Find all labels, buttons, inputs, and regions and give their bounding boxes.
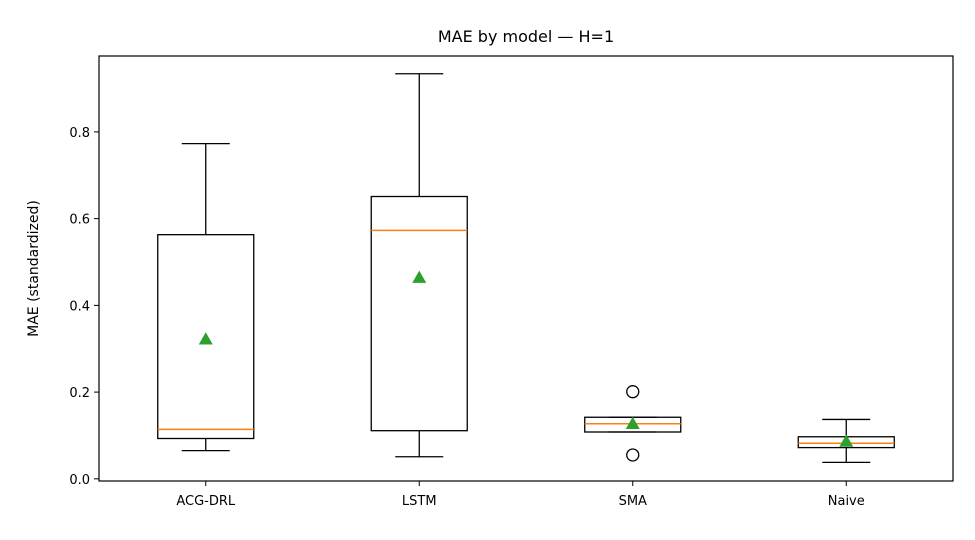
y-tick-label: 0.0 [69,473,90,488]
plot-frame [98,55,954,482]
mean-marker [625,416,640,430]
x-tick-label: LSTM [402,494,437,509]
outlier-point [626,385,640,399]
mean-marker [412,270,427,283]
y-axis-label: MAE (standardized) [26,200,42,337]
box-iqr [370,195,468,432]
x-tick-label: ACG-DRL [176,494,236,509]
y-tick-label: 0.2 [69,386,90,401]
mean-marker [198,332,213,345]
mean-marker [839,434,854,447]
y-tick-label: 0.8 [69,126,90,141]
y-tick-label: 0.4 [69,299,90,314]
box-group [584,385,682,462]
x-tick-label: Naive [828,494,865,509]
box-group [370,73,468,458]
chart-title: MAE by model — H=1 [438,27,614,46]
box-group [797,418,895,464]
y-tick-label: 0.6 [69,213,90,228]
box-group [157,142,255,452]
box-iqr [157,234,255,440]
plot-area: 0.0 0.2 0.4 0.6 0.8 ACG-DRL LSTM SMA Naive [69,55,954,509]
outlier-point [626,448,640,462]
x-tick-label: SMA [619,494,647,509]
